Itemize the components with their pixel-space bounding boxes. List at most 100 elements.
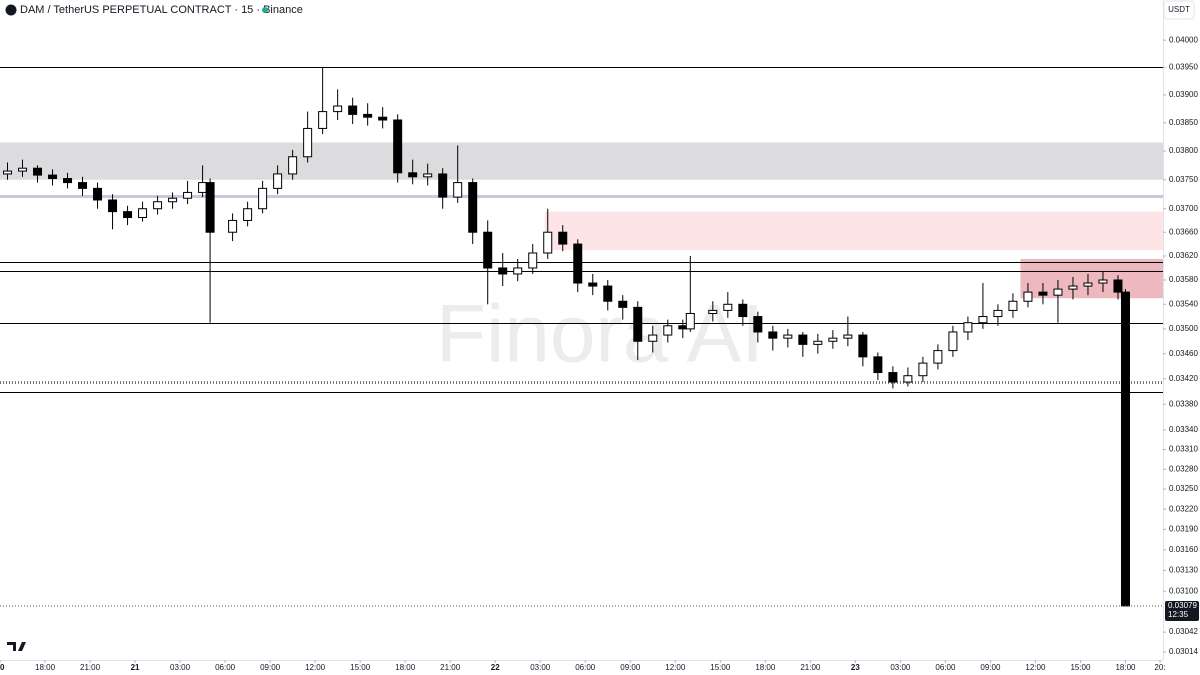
candle-body — [678, 325, 688, 330]
x-tick-label: 21:00 — [80, 663, 101, 672]
x-tick-label: 15:00 — [1070, 663, 1091, 672]
x-tick-label: 15:00 — [350, 663, 371, 672]
x-tick-label: 18:00 — [395, 663, 416, 672]
candle-body — [93, 187, 103, 201]
x-tick-label: 20: — [1154, 663, 1165, 672]
candle-body — [1023, 291, 1033, 302]
watermark: Finora AI — [436, 289, 764, 380]
y-tick-label: 0.03500 — [1169, 324, 1198, 333]
y-tick-label: 0.03750 — [1169, 175, 1198, 184]
y-tick-label: 0.03460 — [1169, 349, 1198, 358]
x-tick-label: 03:00 — [170, 663, 191, 672]
candle-body — [205, 182, 215, 233]
candle-body — [33, 167, 43, 176]
y-tick-label: 0.03340 — [1169, 425, 1198, 434]
candle-body — [933, 350, 943, 364]
countdown-label: 12:35 — [1168, 610, 1189, 619]
candle-body — [153, 201, 163, 210]
candle-body — [258, 187, 268, 210]
candle-body — [558, 231, 568, 245]
candle-body — [468, 182, 478, 233]
candle-body — [1113, 279, 1123, 293]
x-tick-label: 18:00 — [35, 663, 56, 672]
y-tick-label: 0.03190 — [1169, 524, 1198, 533]
candle-body — [633, 306, 643, 342]
candle-body — [423, 173, 433, 178]
y-tick-label: 0.03420 — [1169, 374, 1198, 383]
y-tick-label: 0.03250 — [1169, 484, 1198, 493]
x-tick-label: 06:00 — [575, 663, 596, 672]
candle-body — [948, 331, 958, 352]
x-tick-label: 12:00 — [1025, 663, 1046, 672]
candle-body — [303, 127, 313, 158]
candle-body — [918, 362, 928, 377]
candle-body — [663, 325, 673, 336]
candle-body — [198, 182, 208, 193]
y-tick-label: 0.03700 — [1169, 204, 1198, 213]
x-tick-label: 21 — [131, 663, 140, 672]
y-tick-label: 0.03900 — [1169, 90, 1198, 99]
currency-box[interactable] — [1163, 0, 1195, 20]
y-tick-label: 0.03540 — [1169, 299, 1198, 308]
candle-body — [438, 173, 448, 198]
candle-body — [603, 285, 613, 302]
candle-body — [813, 340, 823, 345]
candle-body — [183, 191, 193, 199]
candle-body — [243, 208, 253, 221]
x-tick-label: 03:00 — [890, 663, 911, 672]
candle-body — [1053, 288, 1063, 296]
y-tick-label: 0.03042 — [1169, 627, 1198, 636]
candle-body — [3, 170, 13, 175]
candle-body — [618, 300, 628, 308]
x-tick-label: 06:00 — [935, 663, 956, 672]
candle-body — [408, 172, 418, 178]
x-tick-label: 09:00 — [980, 663, 1001, 672]
candle-body — [648, 334, 658, 342]
y-tick-label: 0.03280 — [1169, 464, 1198, 473]
y-tick-label: 0.03380 — [1169, 399, 1198, 408]
candle-body — [168, 197, 178, 203]
candle-body — [363, 113, 373, 118]
tv-logo — [7, 642, 26, 651]
candle-body — [978, 316, 988, 324]
y-tick-label: 0.03130 — [1169, 566, 1198, 575]
x-tick-label: 12:00 — [665, 663, 686, 672]
y-tick-label: 0.03580 — [1169, 275, 1198, 284]
candle-body — [138, 208, 148, 219]
candle-body — [123, 211, 133, 219]
x-tick-label: 06:00 — [215, 663, 236, 672]
y-tick-label: 0.03014 — [1169, 647, 1198, 656]
y-tick-label: 0.04000 — [1169, 35, 1198, 44]
x-tick-label: 21:00 — [800, 663, 821, 672]
candle-body — [723, 303, 733, 311]
candle-body — [63, 178, 73, 184]
status-dot — [262, 7, 268, 13]
x-tick-label: 12:00 — [305, 663, 326, 672]
x-tick-label: 18:00 — [1115, 663, 1136, 672]
symbol-icon — [5, 4, 17, 16]
zone — [0, 142, 1163, 180]
candle-body — [318, 111, 328, 129]
tv-logo-mark — [7, 642, 26, 651]
candle-body — [48, 174, 58, 180]
candle-body — [828, 337, 838, 342]
candle-body — [78, 182, 88, 189]
candle-body — [685, 312, 695, 330]
candle-body — [378, 116, 388, 121]
y-tick-label: 0.03950 — [1169, 62, 1198, 71]
y-tick-label: 0.03620 — [1169, 251, 1198, 260]
x-tick-label: 09:00 — [260, 663, 281, 672]
candle-body — [498, 267, 508, 275]
zone — [544, 211, 1163, 251]
candle-body — [783, 334, 793, 339]
candle-body — [753, 316, 763, 333]
y-tick-label: 0.03100 — [1169, 586, 1198, 595]
candle-body — [543, 231, 553, 254]
candle-body — [873, 356, 883, 374]
x-tick-label: 22 — [491, 663, 500, 672]
x-tick-label: 23 — [851, 663, 860, 672]
candle-body — [1120, 291, 1130, 607]
y-tick-label: 0.03660 — [1169, 227, 1198, 236]
candle-body — [963, 322, 973, 333]
